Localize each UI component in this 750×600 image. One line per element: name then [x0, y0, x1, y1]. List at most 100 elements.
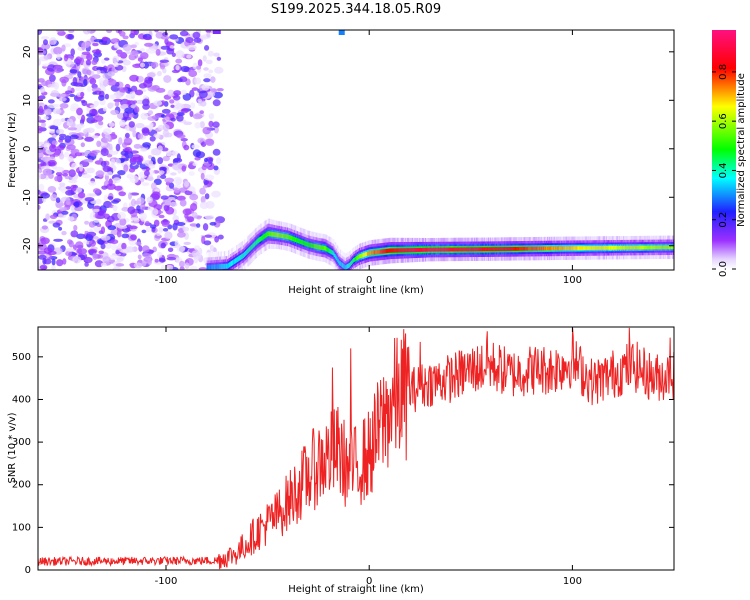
ridge-segment [523, 246, 526, 251]
ridge-segment [369, 250, 371, 256]
ridge-segment [339, 261, 342, 266]
ridge-segment [657, 245, 660, 250]
ridge-segment [219, 264, 222, 270]
noise-blob [172, 99, 180, 104]
ridge-segment [233, 259, 235, 265]
ridge-segment [311, 243, 313, 248]
ridge-segment [590, 246, 593, 250]
noise-blob [205, 59, 213, 65]
noise-blob [75, 56, 82, 64]
ridge-segment [326, 247, 329, 252]
noise-blob [40, 237, 50, 245]
noise-blob [38, 30, 43, 35]
snr-x-label: Height of straight line (km) [288, 584, 424, 595]
ridge-segment [508, 247, 511, 251]
ridge-segment [329, 248, 332, 254]
ridge-segment [555, 246, 557, 251]
ridge-segment [534, 246, 537, 251]
noise-blob [113, 62, 119, 68]
noise-blob [158, 258, 166, 263]
ridge-segment [496, 247, 498, 252]
noise-blob [191, 87, 199, 91]
ridge-segment [333, 252, 336, 257]
noise-blob [129, 225, 138, 230]
ridge-segment [527, 246, 530, 251]
ridge-segment [433, 247, 435, 252]
noise-blob [88, 221, 96, 228]
noise-blob [184, 190, 193, 196]
ridge-segment [563, 246, 565, 251]
noise-blob [98, 209, 106, 216]
noise-blob [212, 148, 221, 156]
noise-blob [191, 211, 198, 219]
noise-blob [153, 178, 162, 185]
noise-blob [69, 69, 78, 74]
noise-blob [67, 127, 78, 131]
noise-blob [64, 135, 72, 143]
ridge-segment [444, 247, 447, 252]
ridge-segment [608, 245, 611, 250]
ridge-segment [363, 252, 365, 258]
noise-blob [208, 113, 215, 120]
ridge-segment [658, 245, 661, 250]
ridge-segment [576, 246, 579, 251]
ridge-segment [416, 247, 419, 252]
ridge-segment [340, 262, 343, 267]
ridge-segment [320, 245, 323, 250]
ridge-segment [583, 246, 586, 251]
noise-blob [188, 69, 198, 78]
noise-blob [177, 169, 182, 174]
ridge-segment [663, 245, 666, 250]
ridge-segment [493, 247, 495, 252]
ridge-segment [401, 248, 404, 253]
noise-blob [106, 78, 117, 86]
noise-blob [62, 258, 67, 265]
ridge-segment [382, 249, 385, 254]
noise-blob [141, 229, 147, 234]
ridge-segment [328, 248, 331, 253]
noise-blob [47, 159, 57, 167]
noise-blob [86, 69, 92, 76]
ridge-segment [207, 264, 210, 270]
ridge-segment [518, 246, 521, 251]
noise-blob [67, 33, 75, 40]
noise-blob [159, 170, 165, 175]
noise-blob [185, 37, 194, 43]
noise-blob [161, 108, 171, 114]
noise-blob [196, 223, 201, 228]
ridge-segment [226, 263, 229, 269]
ridge-segment [522, 246, 525, 251]
noise-blob [179, 260, 185, 268]
noise-blob [122, 116, 132, 121]
ridge-segment [290, 235, 293, 241]
noise-blob [155, 48, 161, 56]
noise-blob [115, 250, 120, 255]
noise-blob [66, 118, 74, 126]
noise-blob [102, 79, 109, 87]
ridge-segment [306, 241, 308, 247]
noise-blob [202, 185, 208, 189]
spectrogram-y-label: Frequency (Hz) [7, 112, 18, 188]
noise-blob [192, 113, 203, 120]
ridge-segment [559, 246, 561, 251]
noise-blob [89, 78, 97, 85]
ridge-segment [619, 245, 621, 250]
noise-blob [88, 181, 97, 186]
noise-blob [101, 36, 109, 42]
noise-blob [116, 230, 122, 238]
noise-blob [128, 192, 132, 200]
noise-blob [129, 192, 140, 196]
noise-blob [90, 119, 98, 123]
x-tick-label: -100 [155, 275, 178, 286]
ridge-segment [530, 246, 533, 251]
ridge-segment [223, 263, 226, 269]
ridge-segment [373, 250, 375, 255]
noise-blob [61, 210, 69, 215]
ridge-segment [446, 247, 449, 252]
ridge-segment [360, 253, 362, 259]
noise-blob [148, 77, 154, 81]
ridge-segment [561, 246, 563, 251]
ridge-segment [592, 246, 595, 250]
noise-blob [151, 115, 160, 120]
ridge-segment [227, 262, 230, 268]
